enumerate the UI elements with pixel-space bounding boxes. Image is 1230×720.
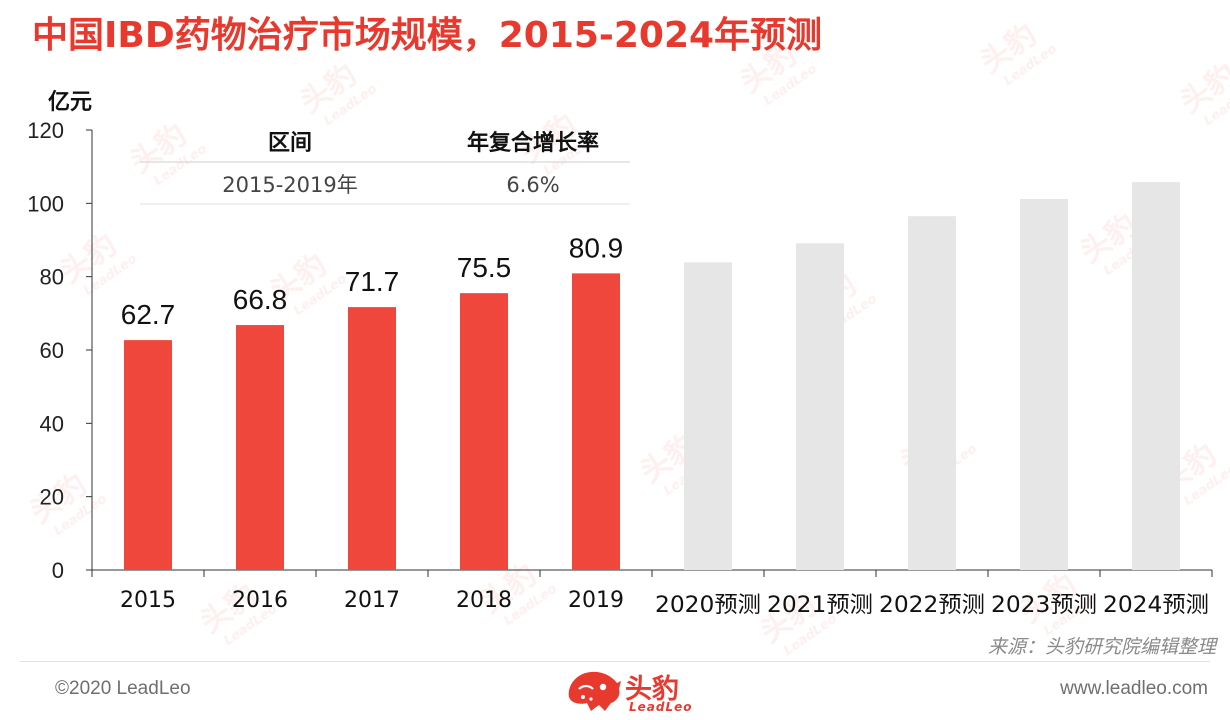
y-tick-label: 40	[40, 411, 64, 436]
table-header: 年复合增长率	[467, 130, 599, 156]
page-title: 中国IBD药物治疗市场规模，2015-2024年预测	[32, 15, 823, 56]
x-tick-label: 2016	[232, 588, 288, 613]
bar-2015	[124, 340, 172, 570]
copyright-text: ©2020 LeadLeo	[55, 678, 191, 699]
x-tick-label: 2023预测	[991, 593, 1097, 618]
bar-2018	[460, 293, 508, 570]
bar-2020预测	[684, 262, 732, 570]
website-link[interactable]: www.leadleo.com	[1060, 678, 1208, 699]
bar-2017	[348, 307, 396, 570]
x-tick-label: 2018	[456, 588, 512, 613]
data-label: 80.9	[569, 232, 624, 263]
data-label: 62.7	[121, 299, 176, 330]
table-cell: 6.6%	[506, 173, 559, 197]
leopard-icon	[568, 671, 621, 711]
brand-name: 头豹	[625, 674, 679, 705]
x-tick-label: 2015	[120, 588, 176, 613]
x-tick-label: 2019	[568, 588, 624, 613]
y-tick-label: 80	[40, 265, 64, 290]
y-unit-label: 亿元	[48, 90, 92, 115]
footer-divider	[20, 661, 1210, 662]
y-tick-label: 100	[27, 191, 64, 216]
x-tick-label: 2024预测	[1103, 593, 1209, 618]
bar-2022预测	[908, 216, 956, 570]
table-header: 区间	[268, 131, 312, 156]
bar-2019	[572, 273, 620, 570]
data-label: 75.5	[457, 252, 512, 283]
brand-en-name: LeadLeo	[629, 700, 693, 714]
y-tick-label: 0	[52, 558, 64, 583]
bar-2024预测	[1132, 182, 1180, 571]
x-tick-label: 2021预测	[767, 593, 873, 618]
x-tick-label: 2020预测	[655, 593, 761, 618]
y-tick-label: 60	[40, 338, 64, 363]
table-cell: 2015-2019年	[222, 173, 357, 197]
data-label: 71.7	[345, 266, 400, 297]
bar-2016	[236, 325, 284, 570]
brand-logo: 头豹 LeadLeo	[565, 665, 695, 717]
y-tick-label: 20	[40, 485, 64, 510]
x-tick-label: 2017	[344, 588, 400, 613]
bar-2021预测	[796, 243, 844, 571]
bar-chart: 亿元 0 20 40 60 80 100 120 62.7 2015 66.8 2016 71.7 201…	[27, 90, 1213, 618]
source-note: 来源：头豹研究院编辑整理	[987, 636, 1216, 658]
x-tick-label: 2022预测	[879, 593, 985, 618]
y-tick-label: 120	[27, 118, 64, 143]
data-label: 66.8	[233, 284, 288, 315]
bar-2023预测	[1020, 198, 1068, 570]
